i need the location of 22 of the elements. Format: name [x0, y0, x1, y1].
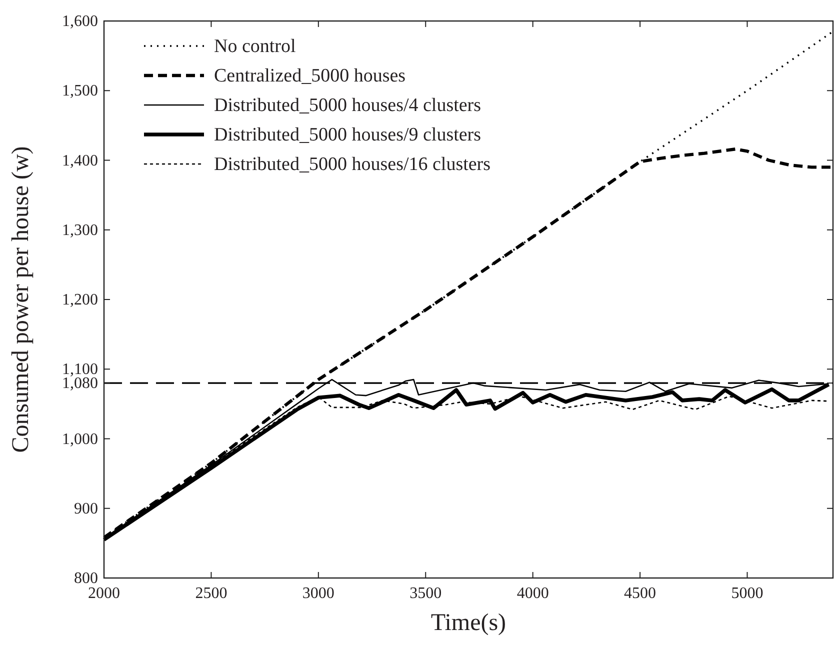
x-tick-label: 3000	[302, 585, 334, 602]
x-axis-title: Time(s)	[430, 610, 506, 636]
x-tick-label: 5000	[731, 585, 764, 602]
y-tick-label: 1,300	[62, 222, 98, 239]
legend-label: Distributed_5000 houses/9 clusters	[214, 124, 482, 146]
x-tick-label: 4000	[516, 585, 549, 602]
y-tick-label: 800	[74, 570, 98, 587]
x-tick-label: 2500	[195, 585, 228, 602]
x-tick-label: 2000	[88, 585, 120, 602]
legend-label: Centralized_5000 houses	[214, 66, 406, 86]
y-tick-label: 1,500	[62, 82, 98, 100]
x-tick-label: 3500	[410, 585, 442, 602]
y-tick-label: 1,400	[62, 152, 98, 170]
legend-label: No control	[214, 36, 296, 57]
y-tick-label: 900	[74, 500, 98, 518]
legend-label: Distributed_5000 houses/4 clusters	[214, 95, 482, 116]
y-tick-label: 1,000	[62, 430, 98, 448]
y-axis-title: Consumed power per house (w)	[8, 146, 34, 453]
y-tick-label: 1,600	[62, 13, 98, 30]
y-tick-label: 1,200	[62, 292, 98, 308]
legend-label: Distributed_5000 houses/16 clusters	[214, 154, 491, 175]
x-tick-label: 4500	[624, 585, 656, 602]
